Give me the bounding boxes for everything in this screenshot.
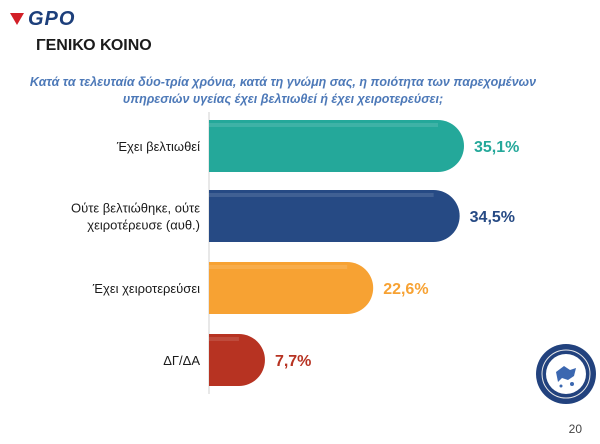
seal-icon (536, 344, 596, 404)
category-label: ΔΓ/ΔΑ (163, 353, 200, 368)
value-label: 35,1% (474, 139, 519, 156)
logo-mark-icon (10, 12, 24, 27)
value-label: 34,5% (470, 209, 515, 226)
survey-question: Κατά τα τελευταία δύο-τρία χρόνια, κατά … (29, 75, 537, 106)
chart-bar (209, 262, 374, 314)
value-label: 7,7% (275, 353, 311, 370)
category-label: Έχει βελτιωθεί (116, 139, 200, 154)
bar-highlight (209, 265, 348, 269)
bar-highlight (209, 337, 239, 341)
bar-highlight (209, 193, 434, 197)
bar-highlight (209, 123, 438, 127)
chart-bar (209, 190, 460, 242)
page-number: 20 (568, 422, 582, 436)
category-label: Έχει χειροτερεύσει (92, 281, 200, 296)
value-label: 22,6% (383, 281, 428, 298)
chart-bar (209, 334, 265, 386)
chart-bar (209, 120, 464, 172)
category-label: Ούτε βελτιώθηκε, ούτε χειροτέρευσε (αυθ.) (71, 201, 200, 233)
logo-text: GPO (28, 8, 76, 30)
section-title: ΓΕΝΙΚΟ ΚΟΙΝΟ (36, 37, 152, 54)
gpo-logo: GPO (10, 8, 75, 31)
